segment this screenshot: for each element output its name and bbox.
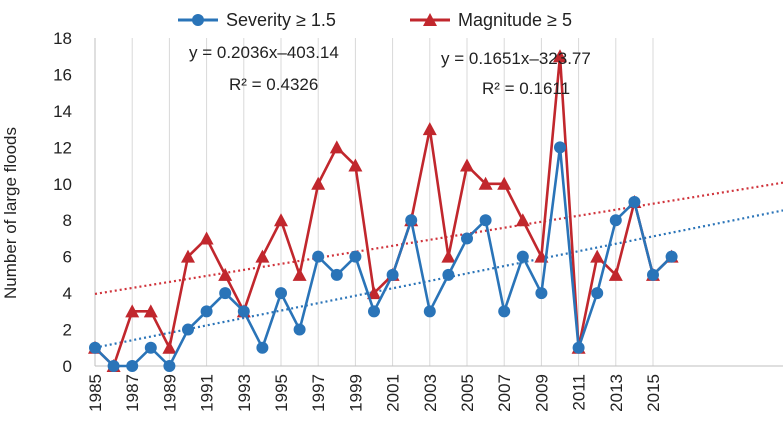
point-severity-2005 <box>461 232 473 245</box>
x-tick-label-1989: 1989 <box>160 374 179 412</box>
x-tick-label-1985: 1985 <box>86 374 105 412</box>
point-severity-2008 <box>516 250 529 263</box>
x-tick-label-2011: 2011 <box>570 374 589 411</box>
point-severity-1986 <box>107 360 120 372</box>
point-severity-1998 <box>330 268 343 281</box>
point-severity-1993 <box>237 305 250 318</box>
point-magnitude-2004 <box>441 249 456 263</box>
x-tick-label-2001: 2001 <box>384 374 403 412</box>
point-magnitude-1987 <box>125 304 140 318</box>
trendline-severity <box>94 209 783 349</box>
trend-r2-severity: R² = 0.4326 <box>229 75 318 94</box>
point-magnitude-2006 <box>478 176 493 190</box>
point-magnitude-2012 <box>590 249 605 263</box>
point-severity-1999 <box>349 250 362 263</box>
y-tick-label-16: 16 <box>53 65 72 84</box>
x-tick-label-1991: 1991 <box>198 374 217 412</box>
legend: Severity ≥ 1.5 Magnitude ≥ 5 <box>178 10 572 30</box>
x-tick-label-1997: 1997 <box>309 374 328 412</box>
x-tick-label-2013: 2013 <box>607 374 626 412</box>
series-line-magnitude <box>94 54 673 368</box>
point-severity-2001 <box>386 268 399 281</box>
point-magnitude-1991 <box>199 231 214 245</box>
point-severity-1992 <box>219 287 232 300</box>
x-tick-label-2009: 2009 <box>532 374 551 412</box>
x-tick-label-2003: 2003 <box>421 374 440 412</box>
y-tick-label-18: 18 <box>53 29 72 48</box>
series-line-severity <box>94 146 673 368</box>
point-severity-1990 <box>182 323 194 336</box>
point-magnitude-1999 <box>348 158 363 172</box>
x-tick-label-1987: 1987 <box>123 374 142 412</box>
point-severity-1989 <box>163 360 176 372</box>
x-tick-label-2015: 2015 <box>644 374 663 412</box>
y-tick-label-8: 8 <box>63 211 72 230</box>
point-magnitude-2005 <box>460 158 474 172</box>
y-tick-label-4: 4 <box>63 284 72 303</box>
point-magnitude-1992 <box>218 267 233 281</box>
point-severity-1997 <box>312 250 325 263</box>
trendline-layer <box>94 181 783 349</box>
point-magnitude-2003 <box>422 122 437 136</box>
y-tick-label-12: 12 <box>53 138 72 157</box>
point-severity-2013 <box>609 214 622 227</box>
point-magnitude-1997 <box>311 176 326 190</box>
point-severity-2012 <box>591 287 604 300</box>
point-severity-1985 <box>89 341 101 354</box>
point-severity-2006 <box>479 214 492 227</box>
trend-equation-severity: y = 0.2036x–403.14 <box>189 43 339 62</box>
point-severity-2002 <box>405 214 418 227</box>
point-magnitude-1994 <box>255 249 270 263</box>
point-magnitude-1995 <box>274 213 288 227</box>
point-magnitude-2010 <box>553 49 567 63</box>
point-severity-1994 <box>256 341 269 354</box>
point-magnitude-2007 <box>497 176 512 190</box>
y-tick-label-2: 2 <box>63 321 72 340</box>
point-magnitude-1988 <box>143 304 158 318</box>
legend-marker-severity <box>192 14 204 26</box>
trend-r2-magnitude: R² = 0.1611 <box>482 79 570 98</box>
legend-label-severity: Severity ≥ 1.5 <box>226 10 336 30</box>
legend-label-magnitude: Magnitude ≥ 5 <box>458 10 572 30</box>
point-severity-2015 <box>647 268 659 281</box>
trend-equation-magnitude: y = 0.1651x–323.77 <box>441 49 591 68</box>
point-severity-2000 <box>368 305 380 318</box>
point-severity-1987 <box>126 360 139 372</box>
point-magnitude-1996 <box>292 267 307 281</box>
point-severity-1988 <box>144 341 157 354</box>
x-tick-label-1995: 1995 <box>272 374 291 412</box>
y-tick-label-14: 14 <box>53 102 72 121</box>
point-magnitude-1990 <box>181 249 195 263</box>
point-severity-2011 <box>572 341 585 354</box>
y-tick-label-6: 6 <box>63 248 72 267</box>
point-severity-2004 <box>442 268 455 281</box>
trendline-magnitude <box>94 181 783 296</box>
series-layer <box>88 49 679 372</box>
x-tick-label-2007: 2007 <box>495 374 514 412</box>
point-magnitude-2008 <box>515 213 530 227</box>
y-tick-label-10: 10 <box>53 175 72 194</box>
point-severity-2010 <box>554 141 566 154</box>
y-axis-label: Number of large floods <box>1 127 20 299</box>
axis-layer: 0 2 4 6 8 10 12 14 16 18 1985 1987 1989 1991 1993 1995 1… <box>53 29 783 412</box>
point-severity-1996 <box>293 323 306 336</box>
point-severity-2009 <box>535 287 548 300</box>
point-magnitude-1989 <box>162 340 177 354</box>
x-tick-label-1993: 1993 <box>235 374 254 412</box>
legend-marker-magnitude <box>423 13 437 26</box>
grid-layer <box>94 38 654 366</box>
x-tick-label-1999: 1999 <box>346 374 365 412</box>
x-tick-label-2005: 2005 <box>458 374 477 412</box>
point-severity-1995 <box>275 287 287 300</box>
point-magnitude-1998 <box>329 140 344 154</box>
point-severity-1991 <box>200 305 213 318</box>
point-magnitude-2000 <box>367 286 381 300</box>
point-severity-2014 <box>628 196 641 208</box>
point-severity-2016 <box>665 250 678 263</box>
y-tick-label-0: 0 <box>63 357 72 376</box>
point-severity-2003 <box>423 305 436 318</box>
point-severity-2007 <box>498 305 511 318</box>
point-magnitude-2013 <box>608 267 623 281</box>
